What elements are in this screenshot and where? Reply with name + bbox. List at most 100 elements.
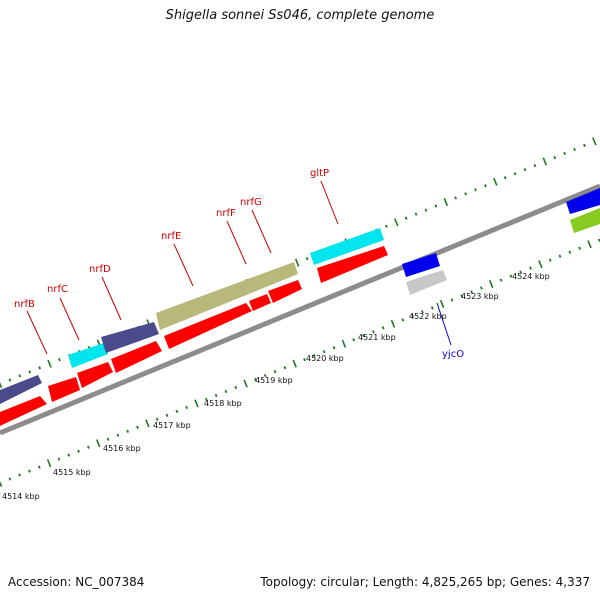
inner-tick-mark [18,473,22,477]
inner-tick-mark [568,250,572,254]
cds-feature [570,208,600,233]
inner-tick-mark [87,445,90,449]
kbp-label: 4522 kbp [409,312,447,321]
inner-tick-mark [538,260,543,269]
cds-feature [317,246,388,283]
gene-label-leaders [26,180,452,355]
inner-tick-mark [126,429,130,433]
leader-line [320,180,339,225]
inner-tick-mark [155,417,159,421]
inner-tick-mark [548,258,552,262]
inner-tick-mark [509,274,513,278]
inner-tick-mark [224,389,228,394]
inner-tick-mark [28,469,31,473]
inner-tick-mark [519,270,523,274]
inner-tick-mark [362,334,365,338]
inner-tick-mark [587,240,592,249]
accession-text: Accession: NC_007384 [8,575,145,589]
inner-tick-mark [136,425,139,429]
inner-tick-mark [8,477,12,481]
cds-feature [566,188,600,214]
leader-line [101,276,122,321]
inner-tick-mark [292,359,297,368]
inner-tick-mark [185,405,189,410]
outer-tick-mark [28,370,32,374]
outer-tick-mark [563,151,567,156]
outer-tick-mark [484,184,487,188]
inner-tick-mark [558,254,562,258]
inner-tick-mark [234,385,238,390]
inner-tick-mark [411,314,415,318]
outer-tick-mark [513,172,517,176]
inner-tick-mark [254,377,257,382]
inner-tick-mark [46,459,52,468]
inner-tick-mark [0,480,3,488]
cds-feature [111,341,162,373]
leader-line [173,243,194,287]
genome-summary-text: Topology: circular; Length: 4,825,265 bp… [260,575,590,589]
inner-tick-mark [116,433,120,437]
inner-tick-mark [341,339,347,348]
genome-title: Shigella sonnei Ss046, complete genome [165,8,435,23]
inner-tick-mark [421,310,424,314]
outer-tick-mark [533,163,537,168]
outer-tick-mark [583,143,586,147]
inner-tick-mark [578,246,582,250]
outer-tick-mark [434,204,438,208]
cds-feature [156,262,298,330]
inner-tick-mark [401,318,405,322]
inner-tick-mark [263,373,267,378]
inner-tick-mark [194,399,199,408]
gene-label: nrfE [161,231,181,242]
inner-tick-mark [273,369,277,374]
leader-line [251,209,272,254]
gene-label: nrfF [216,208,236,219]
gene-label: yjcO [442,349,464,360]
reverse-feature-track [0,208,600,426]
inner-tick-mark [243,379,248,388]
cds-feature [406,270,447,295]
outer-tick-mark [38,366,42,370]
gene-label: nrfB [14,299,35,310]
outer-tick-mark [474,188,477,192]
inner-tick-mark [470,290,473,294]
inner-tick-mark [529,266,532,270]
outer-tick-mark [414,212,418,216]
inner-tick-mark [77,449,80,453]
outer-tick-mark [503,176,507,180]
cds-feature [402,253,440,277]
outer-tick-mark [47,359,52,368]
leader-line [436,302,452,346]
outer-tick-mark [393,218,399,227]
outer-tick-mark [404,216,408,220]
inner-tick-mark [37,465,41,469]
inner-tick-mark [381,326,385,330]
cds-feature [77,362,113,388]
gene-label: nrfG [240,197,262,208]
leader-line [226,220,247,265]
outer-tick-mark [443,197,449,207]
cds-feature [310,228,384,265]
inner-tick-mark [57,457,61,461]
cds-feature [48,377,80,402]
outer-tick-mark [424,208,428,212]
inner-tick-mark [390,319,396,328]
inner-tick-mark [430,306,434,310]
inner-tick-mark [480,286,483,290]
outer-tick-mark [294,258,300,267]
cds-feature [268,280,302,303]
cds-feature [68,343,108,368]
cds-feature [164,303,252,349]
cds-feature [249,294,271,311]
gene-label: gltP [310,168,329,179]
inner-tick-mark [352,338,356,342]
outer-tick-mark [454,196,458,200]
inner-tick-mark [145,419,150,428]
inner-tick-mark [313,354,316,358]
kbp-label: 4524 kbp [512,272,550,281]
outer-tick-mark [573,147,576,152]
kbp-label: 4521 kbp [358,333,396,342]
kbp-label: 4514 kbp [2,492,40,501]
cds-feature [0,375,42,404]
